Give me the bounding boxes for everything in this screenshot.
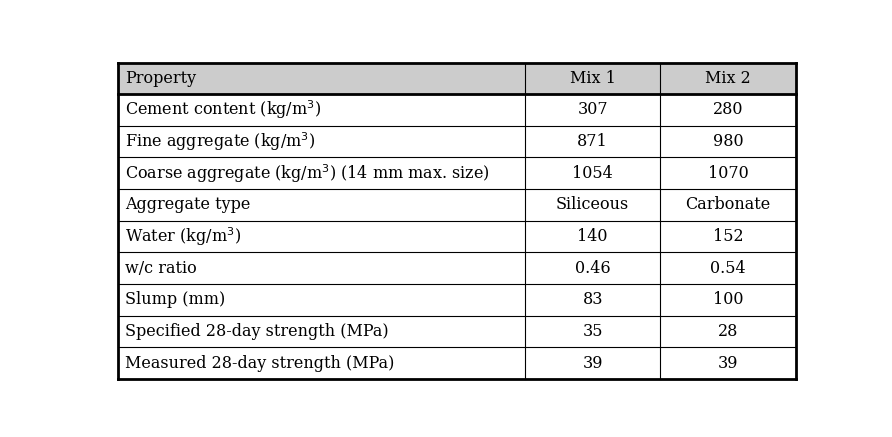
Text: Aggregate type: Aggregate type [125,196,251,213]
Bar [119,126,524,157]
Bar [660,221,796,252]
Text: 100: 100 [713,291,743,308]
Text: Measured 28-day strength (MPa): Measured 28-day strength (MPa) [125,354,394,371]
Bar [119,347,524,379]
Bar [119,189,524,221]
Bar [119,94,524,126]
Text: 39: 39 [718,354,739,371]
Bar [660,252,796,284]
Text: 871: 871 [577,133,608,150]
Text: Coarse aggregate (kg/m$^3$) (14 mm max. size): Coarse aggregate (kg/m$^3$) (14 mm max. … [125,162,490,184]
Text: 0.54: 0.54 [710,260,746,277]
Text: Property: Property [125,70,196,87]
Bar [119,284,524,316]
Bar [119,221,524,252]
Bar [660,189,796,221]
Bar [119,316,524,347]
Bar [119,62,524,94]
Text: Mix 1: Mix 1 [570,70,615,87]
Text: Specified 28-day strength (MPa): Specified 28-day strength (MPa) [125,323,389,340]
Bar [660,62,796,94]
Text: Cement content (kg/m$^3$): Cement content (kg/m$^3$) [125,99,322,121]
Bar [524,252,660,284]
Bar [524,94,660,126]
Text: Carbonate: Carbonate [686,196,771,213]
Text: 83: 83 [582,291,603,308]
Bar [524,316,660,347]
Bar [524,126,660,157]
Text: Fine aggregate (kg/m$^3$): Fine aggregate (kg/m$^3$) [125,130,316,153]
Bar [660,157,796,189]
Text: 0.46: 0.46 [574,260,610,277]
Text: 280: 280 [713,101,743,118]
Text: 307: 307 [577,101,608,118]
Bar [660,126,796,157]
Text: Mix 2: Mix 2 [706,70,751,87]
Bar [119,252,524,284]
Text: 1070: 1070 [707,165,748,182]
Bar [524,62,660,94]
Bar [524,221,660,252]
Bar [524,347,660,379]
Text: w/c ratio: w/c ratio [125,260,197,277]
Text: 39: 39 [582,354,603,371]
Bar [524,284,660,316]
Bar [660,284,796,316]
Bar [524,189,660,221]
Bar [660,347,796,379]
Bar [660,94,796,126]
Text: 28: 28 [718,323,739,340]
Bar [119,157,524,189]
Bar [524,157,660,189]
Text: 980: 980 [713,133,743,150]
Text: 1054: 1054 [573,165,613,182]
Bar [660,316,796,347]
Text: Siliceous: Siliceous [556,196,629,213]
Text: Slump (mm): Slump (mm) [125,291,226,308]
Text: 35: 35 [582,323,603,340]
Text: 152: 152 [713,228,743,245]
Text: 140: 140 [577,228,607,245]
Text: Water (kg/m$^3$): Water (kg/m$^3$) [125,225,242,248]
